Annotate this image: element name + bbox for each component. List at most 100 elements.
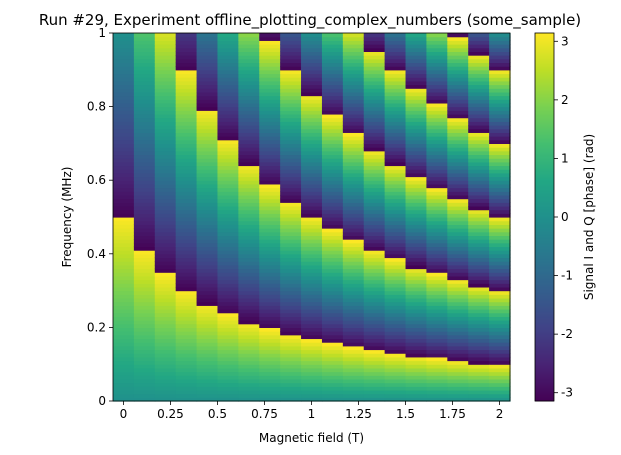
heatmap-cell	[405, 382, 428, 387]
colorbar-strip	[535, 139, 554, 142]
heatmap-cell	[175, 382, 198, 387]
colorbar-strip	[535, 309, 554, 312]
heatmap-cell	[259, 316, 281, 321]
heatmap-cell	[405, 77, 428, 82]
colorbar-strip	[535, 223, 554, 226]
heatmap-cell	[342, 275, 365, 281]
heatmap-cell	[259, 220, 281, 225]
heatmap-cell	[426, 364, 448, 369]
heatmap-cell	[301, 44, 323, 49]
x-tick-label: 0.25	[157, 407, 184, 421]
heatmap-cell	[384, 371, 407, 376]
heatmap-cell	[259, 205, 281, 211]
heatmap-cell	[363, 268, 386, 273]
heatmap-cell	[280, 209, 302, 214]
heatmap-cell	[238, 353, 260, 358]
heatmap-cell	[238, 158, 260, 163]
heatmap-cell	[301, 121, 323, 126]
heatmap-cell	[447, 80, 469, 86]
heatmap-cell	[154, 378, 177, 384]
heatmap-cell	[154, 316, 177, 321]
colorbar-strip	[535, 341, 554, 344]
heatmap-cell	[238, 228, 260, 233]
y-tick-label: 0.4	[87, 247, 106, 261]
heatmap-cell	[363, 102, 386, 108]
heatmap-cell	[447, 158, 469, 163]
heatmap-cell	[133, 176, 156, 181]
heatmap-cell	[342, 246, 365, 251]
heatmap-cell	[447, 66, 469, 71]
heatmap-cell	[217, 158, 239, 163]
heatmap-cell	[133, 169, 156, 174]
heatmap-cell	[405, 312, 428, 317]
heatmap-cell	[238, 386, 260, 391]
heatmap-cell	[468, 121, 490, 126]
heatmap-cell	[217, 257, 239, 262]
heatmap-cell	[489, 36, 511, 41]
heatmap-cell	[217, 147, 239, 152]
heatmap-cell	[175, 353, 198, 358]
heatmap-cell	[301, 257, 323, 262]
heatmap-cell	[405, 187, 428, 192]
heatmap-cell	[133, 136, 156, 141]
heatmap-cell	[489, 279, 511, 284]
heatmap-cell	[468, 286, 490, 292]
heatmap-cell	[405, 132, 428, 137]
colorbar-strip	[535, 41, 554, 44]
heatmap-cell	[426, 58, 448, 64]
heatmap-cell	[342, 194, 365, 200]
colorbar-strip	[535, 391, 554, 394]
heatmap-cell	[196, 246, 219, 251]
heatmap-cell	[426, 338, 448, 343]
colorbar-strip	[535, 307, 554, 310]
heatmap-cell	[113, 253, 135, 259]
heatmap-cell	[154, 172, 177, 178]
heatmap-cell	[384, 106, 407, 111]
heatmap-cell	[489, 217, 511, 222]
colorbar-strip	[535, 379, 554, 382]
heatmap-cell	[321, 73, 344, 78]
heatmap-cell	[301, 342, 323, 347]
heatmap-cell	[196, 36, 219, 41]
heatmap-cell	[342, 367, 365, 373]
heatmap-cell	[489, 378, 511, 384]
heatmap-cell	[259, 367, 281, 373]
heatmap-cell	[259, 253, 281, 259]
heatmap-cell	[280, 69, 302, 75]
heatmap-cell	[133, 202, 156, 207]
heatmap-cell	[196, 268, 219, 273]
heatmap-cell	[113, 88, 135, 93]
heatmap-cell	[426, 99, 448, 104]
heatmap-cell	[259, 264, 281, 270]
heatmap-cell	[447, 47, 469, 52]
heatmap-cell	[133, 209, 156, 214]
heatmap-cell	[384, 55, 407, 60]
heatmap-cell	[405, 80, 428, 86]
heatmap-cell	[113, 180, 135, 185]
heatmap-cell	[363, 242, 386, 248]
heatmap-cell	[217, 272, 239, 277]
heatmap-cell	[489, 110, 511, 115]
colorbar-strip	[535, 89, 554, 92]
heatmap-cell	[113, 261, 135, 266]
heatmap-cell	[447, 345, 469, 351]
heatmap-cell	[217, 360, 239, 365]
heatmap-cell	[405, 349, 428, 354]
colorbar-strip	[535, 105, 554, 108]
heatmap-cell	[301, 371, 323, 376]
heatmap-cell	[238, 334, 260, 340]
heatmap-cell	[363, 231, 386, 236]
heatmap-cell	[113, 356, 135, 362]
heatmap-cell	[217, 91, 239, 97]
heatmap-cell	[363, 235, 386, 240]
colorbar-strip	[535, 271, 554, 274]
heatmap-cell	[468, 257, 490, 262]
heatmap-cell	[133, 242, 156, 248]
heatmap-cell	[113, 158, 135, 163]
heatmap-cell	[468, 154, 490, 159]
heatmap-cell	[196, 183, 219, 189]
heatmap-cell	[133, 312, 156, 317]
heatmap-cell	[238, 33, 260, 38]
heatmap-cell	[154, 69, 177, 75]
heatmap-cell	[489, 187, 511, 192]
